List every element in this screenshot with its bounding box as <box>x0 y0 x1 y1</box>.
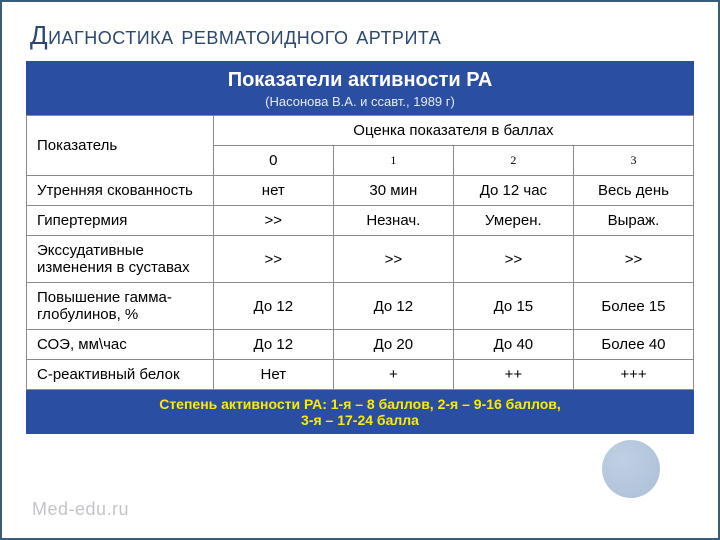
cell: До 12 <box>333 283 453 330</box>
col-header-score: Оценка показателя в баллах <box>213 116 693 146</box>
table-subtitle: (Насонова В.А. и ссавт., 1989 г) <box>36 94 684 109</box>
table-row: Утренняя скованность нет 30 мин До 12 ча… <box>27 176 694 206</box>
row-label: Экссудативные изменения в суставах <box>27 236 214 283</box>
table-row: Повышение гамма-глобулинов, % До 12 До 1… <box>27 283 694 330</box>
decorative-circle <box>602 440 660 498</box>
cell: + <box>333 360 453 390</box>
footer-label: Степень активности РА: <box>159 396 327 412</box>
footer-grade-3: 3-я – 17-24 балла <box>301 412 419 428</box>
table-row: СОЭ, мм\час До 12 До 20 До 40 Более 40 <box>27 330 694 360</box>
cell: +++ <box>573 360 693 390</box>
col-header-indicator: Показатель <box>27 116 214 176</box>
cell: До 15 <box>453 283 573 330</box>
footer-grade-1: 1-я – 8 баллов, <box>331 396 434 412</box>
row-label: СОЭ, мм\час <box>27 330 214 360</box>
row-label: Повышение гамма-глобулинов, % <box>27 283 214 330</box>
content-area: Показатели активности РА (Насонова В.А. … <box>26 61 694 434</box>
activity-table: Показатель Оценка показателя в баллах 0 … <box>26 115 694 390</box>
cell: >> <box>213 206 333 236</box>
cell: нет <box>213 176 333 206</box>
cell: >> <box>213 236 333 283</box>
table-row: Гипертермия >> Незнач. Умерен. Выраж. <box>27 206 694 236</box>
table-row: Экссудативные изменения в суставах >> >>… <box>27 236 694 283</box>
cell: До 12 <box>213 283 333 330</box>
row-label: Гипертермия <box>27 206 214 236</box>
table-title: Показатели активности РА <box>36 69 684 92</box>
title-text: Диагностика ревматоидного артрита <box>30 20 441 50</box>
cell: Умерен. <box>453 206 573 236</box>
score-col-1: 1 <box>333 146 453 176</box>
score-col-3: 3 <box>573 146 693 176</box>
cell: До 12 час <box>453 176 573 206</box>
cell: Весь день <box>573 176 693 206</box>
score-col-0: 0 <box>213 146 333 176</box>
watermark-text: Med-edu.ru <box>32 499 129 520</box>
cell: >> <box>453 236 573 283</box>
table-row: С-реактивный белок Нет + ++ +++ <box>27 360 694 390</box>
slide-title: Диагностика ревматоидного артрита <box>2 2 718 61</box>
row-label: Утренняя скованность <box>27 176 214 206</box>
cell: Незнач. <box>333 206 453 236</box>
row-label: С-реактивный белок <box>27 360 214 390</box>
cell: >> <box>573 236 693 283</box>
cell: Более 40 <box>573 330 693 360</box>
cell: ++ <box>453 360 573 390</box>
cell: До 20 <box>333 330 453 360</box>
footer-grade-2: 2-я – 9-16 баллов, <box>438 396 561 412</box>
slide-frame: Диагностика ревматоидного артрита Показа… <box>0 0 720 540</box>
cell: До 40 <box>453 330 573 360</box>
cell: >> <box>333 236 453 283</box>
cell: До 12 <box>213 330 333 360</box>
cell: Выраж. <box>573 206 693 236</box>
table-row: Показатель Оценка показателя в баллах <box>27 116 694 146</box>
cell: Нет <box>213 360 333 390</box>
cell: Более 15 <box>573 283 693 330</box>
score-col-2: 2 <box>453 146 573 176</box>
cell: 30 мин <box>333 176 453 206</box>
table-footer-bar: Степень активности РА: 1-я – 8 баллов, 2… <box>26 390 694 434</box>
table-header-bar: Показатели активности РА (Насонова В.А. … <box>26 61 694 115</box>
